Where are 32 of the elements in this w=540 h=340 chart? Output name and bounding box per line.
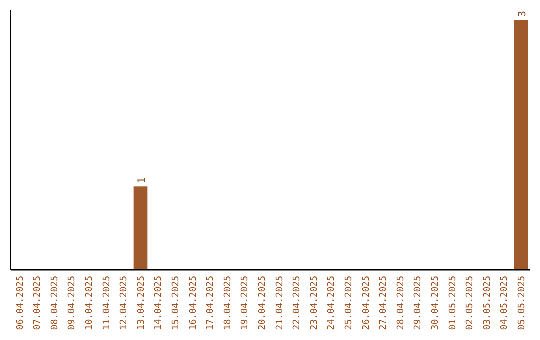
x-tick-label: 07.04.2025 (33, 276, 44, 330)
x-tick-label: 20.04.2025 (258, 276, 268, 330)
x-tick-label: 15.04.2025 (172, 276, 182, 330)
x-tick-label: 01.05.2025 (448, 276, 458, 330)
x-tick-label: 03.05.2025 (482, 276, 493, 330)
x-tick-label: 02.05.2025 (466, 276, 476, 330)
x-tick-label: 21.04.2025 (275, 276, 286, 330)
x-tick-label: 28.04.2025 (396, 276, 406, 330)
x-tick-label: 13.04.2025 (136, 276, 147, 330)
x-tick-label: 12.04.2025 (120, 276, 130, 330)
x-tick-label: 27.04.2025 (379, 276, 390, 330)
x-tick-label: 16.04.2025 (188, 276, 199, 330)
x-tick-label: 30.04.2025 (431, 276, 441, 330)
x-tick-label: 05.05.2025 (518, 276, 528, 330)
x-tick-label: 10.04.2025 (85, 276, 95, 330)
x-tick-label: 24.04.2025 (327, 276, 338, 330)
x-tick-label: 19.04.2025 (240, 276, 251, 330)
x-tick-label: 23.04.2025 (310, 276, 320, 330)
data-label: 3 (517, 10, 528, 17)
x-tick-label: 11.04.2025 (102, 276, 112, 330)
x-tick-label: 29.04.2025 (414, 276, 424, 330)
x-tick-label: 25.04.2025 (344, 276, 354, 330)
data-label: 1 (136, 178, 148, 184)
x-tick-label: 06.04.2025 (16, 276, 26, 330)
x-tick-label: 14.04.2025 (154, 276, 164, 330)
x-tick-label: 17.04.2025 (206, 276, 216, 330)
x-tick-label: 09.04.2025 (68, 276, 78, 330)
x-tick-label: 08.04.2025 (50, 276, 60, 330)
x-tick-label: 04.05.2025 (500, 276, 510, 330)
x-tick-label: 18.04.2025 (223, 276, 234, 330)
x-tick-label: 22.04.2025 (292, 276, 303, 330)
x-tick-label: 26.04.2025 (362, 276, 372, 330)
